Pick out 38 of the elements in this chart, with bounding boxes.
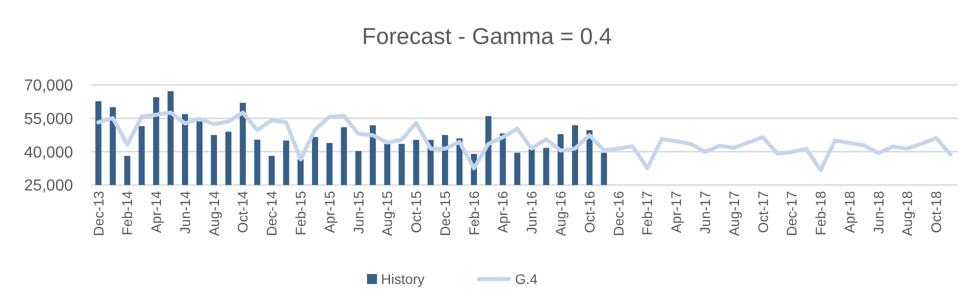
chart-title: Forecast - Gamma = 0.4 — [362, 23, 612, 49]
x-tick-label: Dec-16 — [610, 190, 626, 236]
x-tick-label: Aug-15 — [379, 190, 396, 236]
x-tick-label: Apr-18 — [841, 190, 858, 234]
x-tick-label: Jun-17 — [696, 190, 713, 234]
x-tick-label: Feb-14 — [119, 190, 136, 236]
x-tick-label: Jun-14 — [176, 190, 193, 234]
y-tick-label: 70,000 — [24, 78, 74, 95]
line-series — [96, 110, 953, 172]
x-tick-label: Apr-16 — [494, 190, 511, 234]
y-tick-label: 55,000 — [24, 110, 74, 128]
x-tick-label: Aug-14 — [206, 190, 222, 236]
x-tick-label: Jun-15 — [350, 190, 366, 234]
y-tick-label: 25,000 — [24, 178, 74, 195]
x-tick-label: Aug-18 — [899, 190, 916, 236]
legend-label: History — [381, 270, 425, 287]
x-tick-label: Oct-18 — [928, 190, 944, 234]
y-tick-label: 40,000 — [24, 144, 74, 162]
x-tick-label: Dec-17 — [784, 190, 800, 236]
x-tick-label: Dec-14 — [264, 190, 280, 236]
x-tick-label: Dec-13 — [90, 190, 106, 236]
x-tick-label: Apr-15 — [321, 190, 338, 234]
x-tick-label: Feb-16 — [466, 190, 482, 236]
x-tick-label: Aug-16 — [552, 190, 569, 236]
x-tick-label: Feb-18 — [812, 190, 829, 236]
x-tick-label: Oct-14 — [234, 190, 251, 234]
x-tick-label: Oct-16 — [581, 190, 598, 234]
x-tick-label: Feb-17 — [639, 190, 656, 236]
x-tick-label: Jun-16 — [524, 190, 540, 234]
x-tick-label: Apr-14 — [148, 190, 164, 234]
x-tick-label: Oct-17 — [754, 190, 771, 234]
x-tick-label: Apr-17 — [668, 190, 684, 234]
x-tick-label: Oct-15 — [408, 190, 424, 234]
x-tick-label: Jun-18 — [870, 190, 886, 234]
x-tick-label: Feb-15 — [292, 190, 308, 236]
legend-label: G.4 — [515, 270, 538, 287]
x-tick-label: Aug-17 — [726, 190, 742, 236]
x-tick-label: Dec-15 — [436, 190, 453, 236]
